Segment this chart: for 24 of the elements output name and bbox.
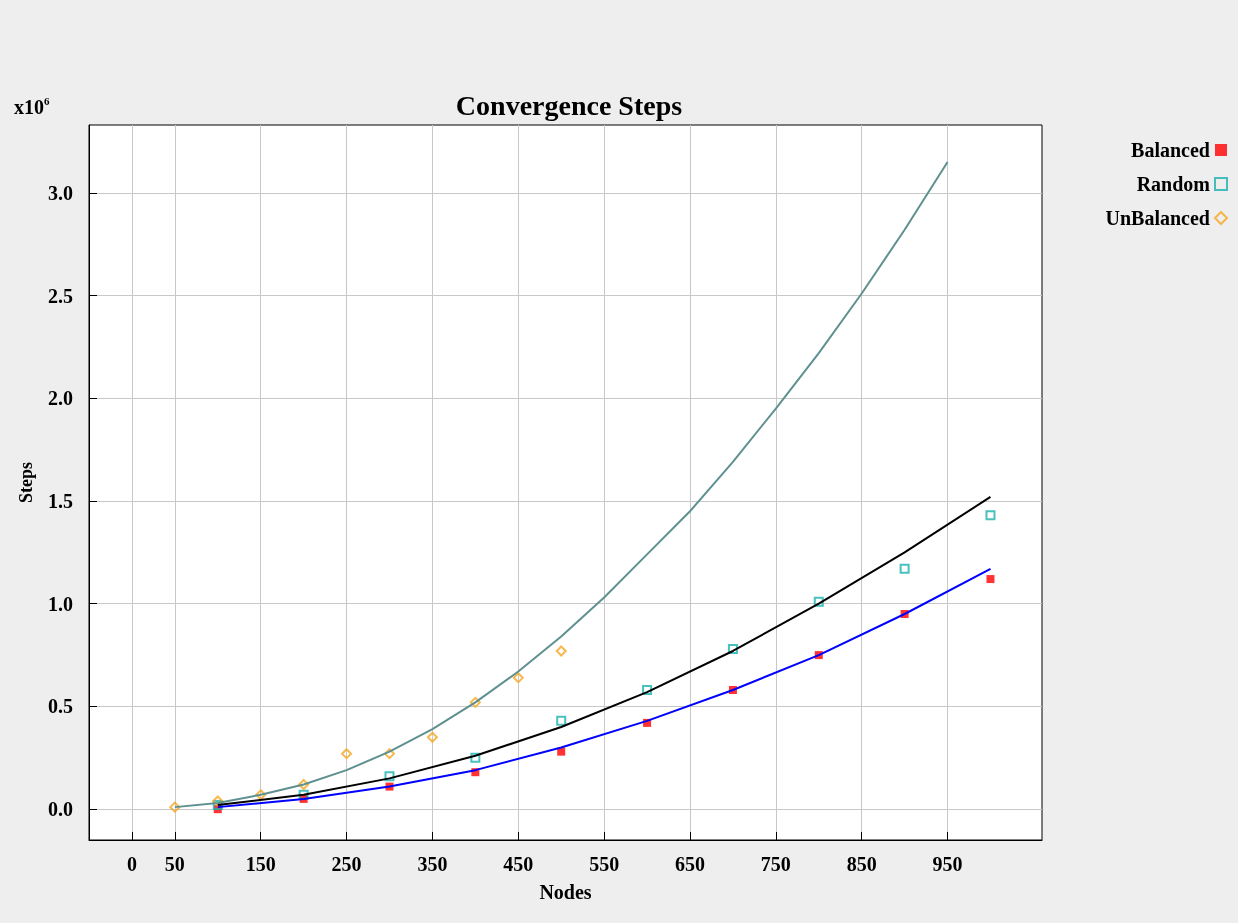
y-tick-label: 0.5 xyxy=(48,695,73,718)
x-tick-label: 950 xyxy=(932,853,963,875)
x-tick-label: 50 xyxy=(164,853,185,875)
y-tick-label: 2.0 xyxy=(48,387,73,410)
y-tick-label: 1.5 xyxy=(48,489,73,512)
x-tick-label: 350 xyxy=(417,853,448,875)
legend-label: UnBalanced xyxy=(1105,207,1210,229)
legend-label: Balanced xyxy=(1131,139,1210,161)
x-tick-label: 450 xyxy=(503,853,534,875)
legend-label: Random xyxy=(1136,173,1211,195)
x-axis-title: Nodes xyxy=(539,881,592,903)
chart-title: Convergence Steps xyxy=(455,89,683,121)
y-tick-label: 2.5 xyxy=(48,284,73,307)
x-tick-label: 250 xyxy=(331,853,362,875)
y-tick-label: 1.0 xyxy=(48,592,73,615)
x-tick-label: 650 xyxy=(674,853,705,875)
x-tick-label: 850 xyxy=(846,853,877,875)
x-tick-label: 150 xyxy=(245,853,276,875)
y-tick-label: 3.0 xyxy=(48,181,73,204)
x-tick-label: 750 xyxy=(760,853,791,875)
y-axis-title: Steps xyxy=(16,461,36,504)
x-tick-label: 550 xyxy=(589,853,620,875)
y-tick-label: 0.0 xyxy=(48,798,73,821)
x-tick-label: 0 xyxy=(126,853,137,875)
